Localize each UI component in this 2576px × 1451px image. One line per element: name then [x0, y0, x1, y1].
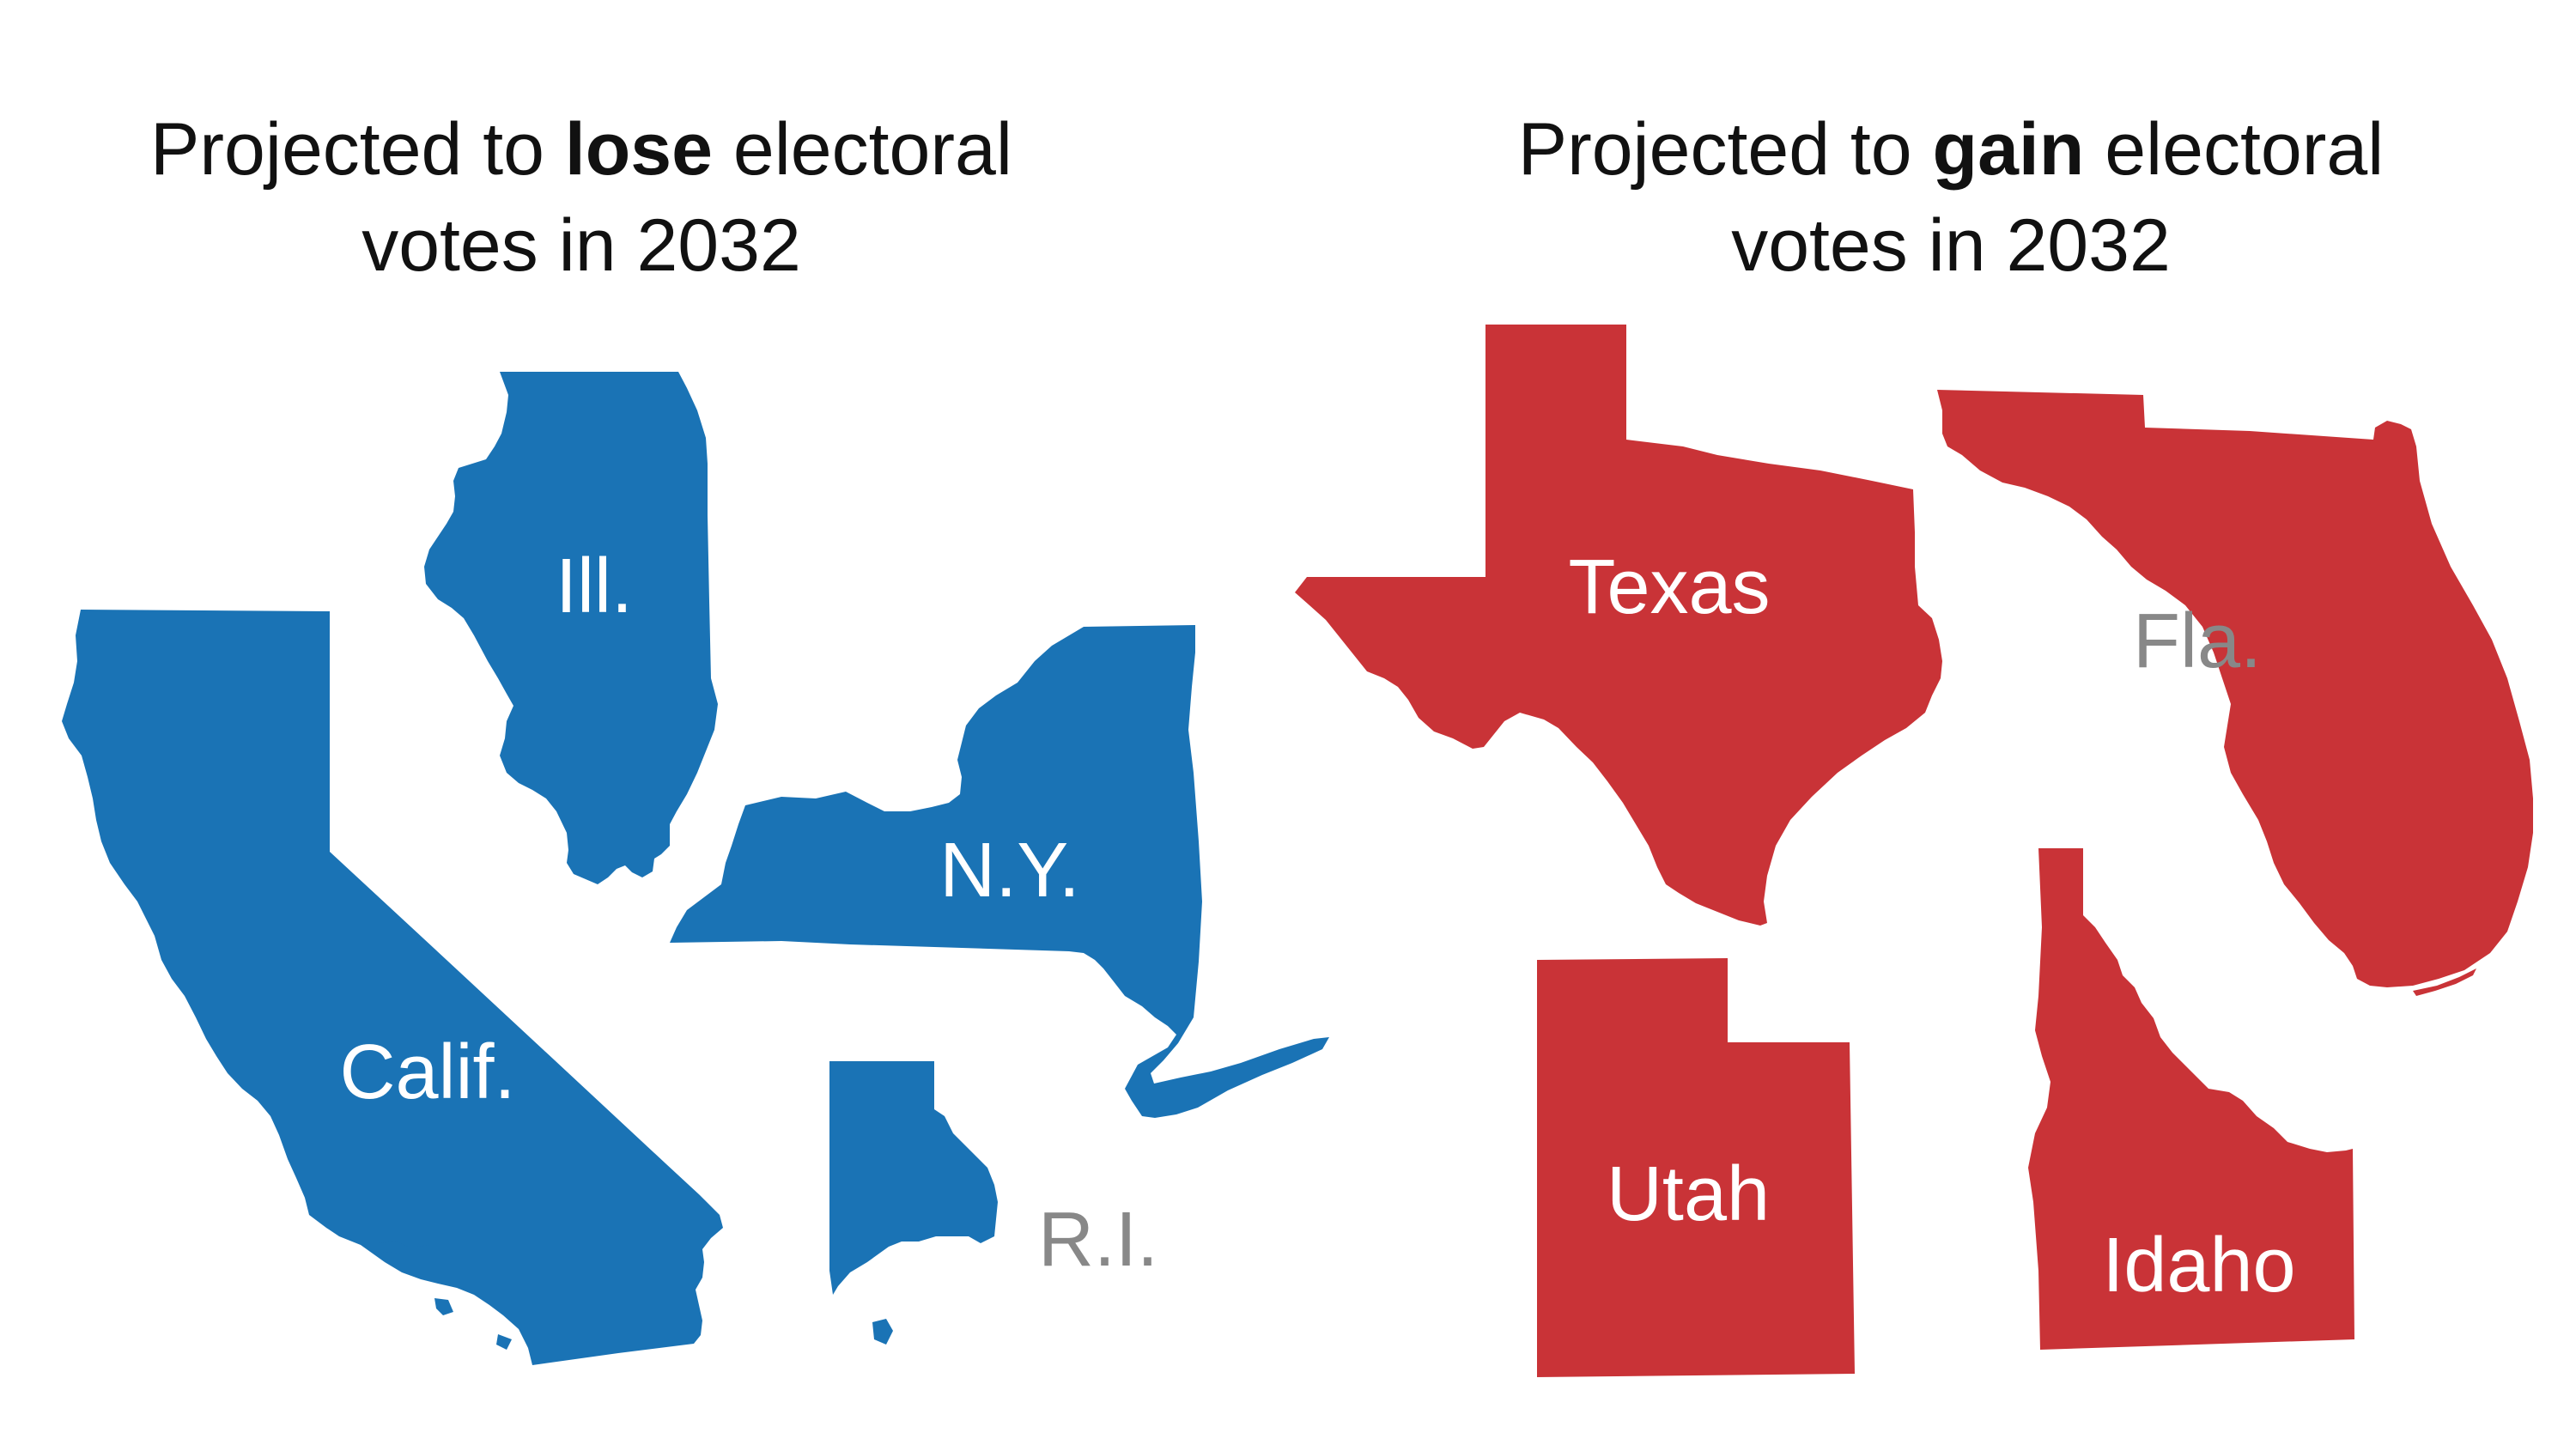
gain-states-group [1295, 325, 2533, 1377]
block-island-shape [872, 1319, 893, 1345]
gain-title-prefix: Projected to [1517, 108, 1933, 191]
rhode-island-shape [829, 1061, 998, 1295]
new-york-shape [670, 625, 1329, 1118]
illinois-shape [424, 372, 718, 884]
utah-label: Utah [1607, 1151, 1770, 1237]
gain-title-emphasis: gain [1932, 108, 2085, 191]
state-labels: Ill. Calif. N.Y. R.I. Texas Fla. Utah Id… [339, 543, 2295, 1308]
california-island-shape [378, 1242, 408, 1254]
idaho-label: Idaho [2102, 1223, 2295, 1308]
lose-title-line2: votes in 2032 [361, 204, 801, 287]
texas-label: Texas [1568, 544, 1770, 630]
texas-shape [1295, 325, 1942, 926]
gain-panel-title: Projected to gain electoral votes in 203… [1436, 101, 2466, 294]
florida-shape [1937, 390, 2533, 987]
gain-title-suffix: electoral [2084, 108, 2385, 191]
lose-title-emphasis: lose [564, 108, 713, 191]
florida-keys-shape [2413, 968, 2476, 996]
california-shape [62, 610, 723, 1365]
gain-title-line2: votes in 2032 [1731, 204, 2171, 287]
california-label: Calif. [339, 1029, 515, 1115]
idaho-shape [2028, 848, 2354, 1350]
rhode-island-label: R.I. [1038, 1197, 1158, 1283]
utah-shape [1537, 958, 1855, 1377]
florida-label: Fla. [2133, 598, 2262, 684]
california-island-shape [496, 1334, 512, 1350]
lose-title-prefix: Projected to [150, 108, 565, 191]
new-york-label: N.Y. [939, 828, 1079, 914]
california-island-shape [434, 1298, 453, 1315]
lose-title-suffix: electoral [712, 108, 1012, 191]
california-island-shape [417, 1245, 434, 1255]
lose-panel-title: Projected to lose electoral votes in 203… [66, 101, 1097, 294]
lose-states-group [62, 372, 1329, 1365]
illinois-label: Ill. [556, 543, 633, 629]
